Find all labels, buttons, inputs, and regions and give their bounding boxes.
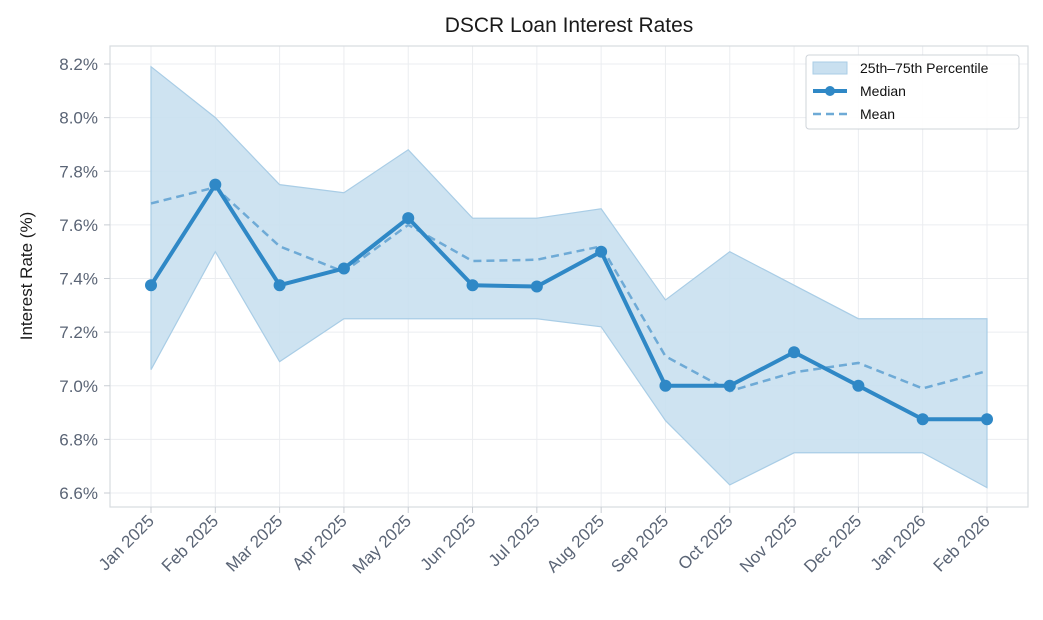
- x-tick-label: Feb 2025: [158, 511, 222, 575]
- legend: 25th–75th Percentile Median Mean: [805, 54, 1020, 130]
- chart-title: DSCR Loan Interest Rates: [445, 14, 694, 37]
- x-tick-label: Apr 2025: [289, 511, 351, 573]
- median-point: [852, 379, 865, 392]
- median-point: [723, 379, 736, 392]
- y-tick-label: 7.2%: [59, 323, 98, 342]
- median-point: [402, 212, 415, 225]
- x-tick-label: Oct 2025: [674, 511, 736, 573]
- x-tick-label: Jan 2026: [867, 511, 930, 574]
- y-tick-label: 6.8%: [59, 430, 98, 449]
- x-tick-label: Jul 2025: [485, 511, 544, 570]
- median-point: [209, 178, 222, 191]
- y-tick-label: 8.2%: [59, 55, 98, 74]
- median-point: [788, 346, 801, 359]
- x-tick-label: May 2025: [349, 511, 415, 577]
- median-point: [466, 279, 479, 292]
- median-line: [149, 182, 987, 422]
- y-tick-label: 7.8%: [59, 162, 98, 181]
- x-tick-label: Aug 2025: [543, 511, 608, 576]
- y-tick-label: 8.0%: [59, 109, 98, 128]
- x-tick-label: Jan 2025: [95, 511, 158, 574]
- percentile-band: [150, 65, 988, 489]
- y-tick-label: 7.0%: [59, 377, 98, 396]
- x-tick-label: Mar 2025: [222, 511, 286, 575]
- legend-median-marker: [825, 86, 835, 96]
- median-point: [595, 245, 608, 258]
- median-point: [530, 280, 543, 293]
- median-point: [337, 262, 350, 275]
- y-tick-label: 7.6%: [59, 216, 98, 235]
- median-point: [916, 413, 929, 426]
- legend-median-label: Median: [860, 83, 906, 99]
- y-tick-label: 7.4%: [59, 270, 98, 289]
- legend-band-label: 25th–75th Percentile: [860, 60, 989, 76]
- x-tick-label: Dec 2025: [800, 511, 865, 576]
- x-tick-label: Sep 2025: [607, 511, 672, 576]
- median-point: [273, 279, 286, 292]
- x-tick-label: Feb 2026: [930, 511, 994, 575]
- legend-mean-label: Mean: [860, 106, 895, 122]
- mean-line: [150, 185, 988, 393]
- median-point: [145, 279, 157, 292]
- median-point: [659, 379, 672, 392]
- x-tick-label: Jun 2025: [416, 511, 479, 574]
- y-tick-label: 6.6%: [59, 484, 98, 503]
- x-tick-label: Nov 2025: [736, 511, 801, 576]
- median-point: [981, 413, 993, 426]
- plot-frame: [109, 45, 1029, 508]
- y-axis-label: Interest Rate (%): [17, 212, 36, 341]
- legend-band-swatch: [812, 61, 848, 75]
